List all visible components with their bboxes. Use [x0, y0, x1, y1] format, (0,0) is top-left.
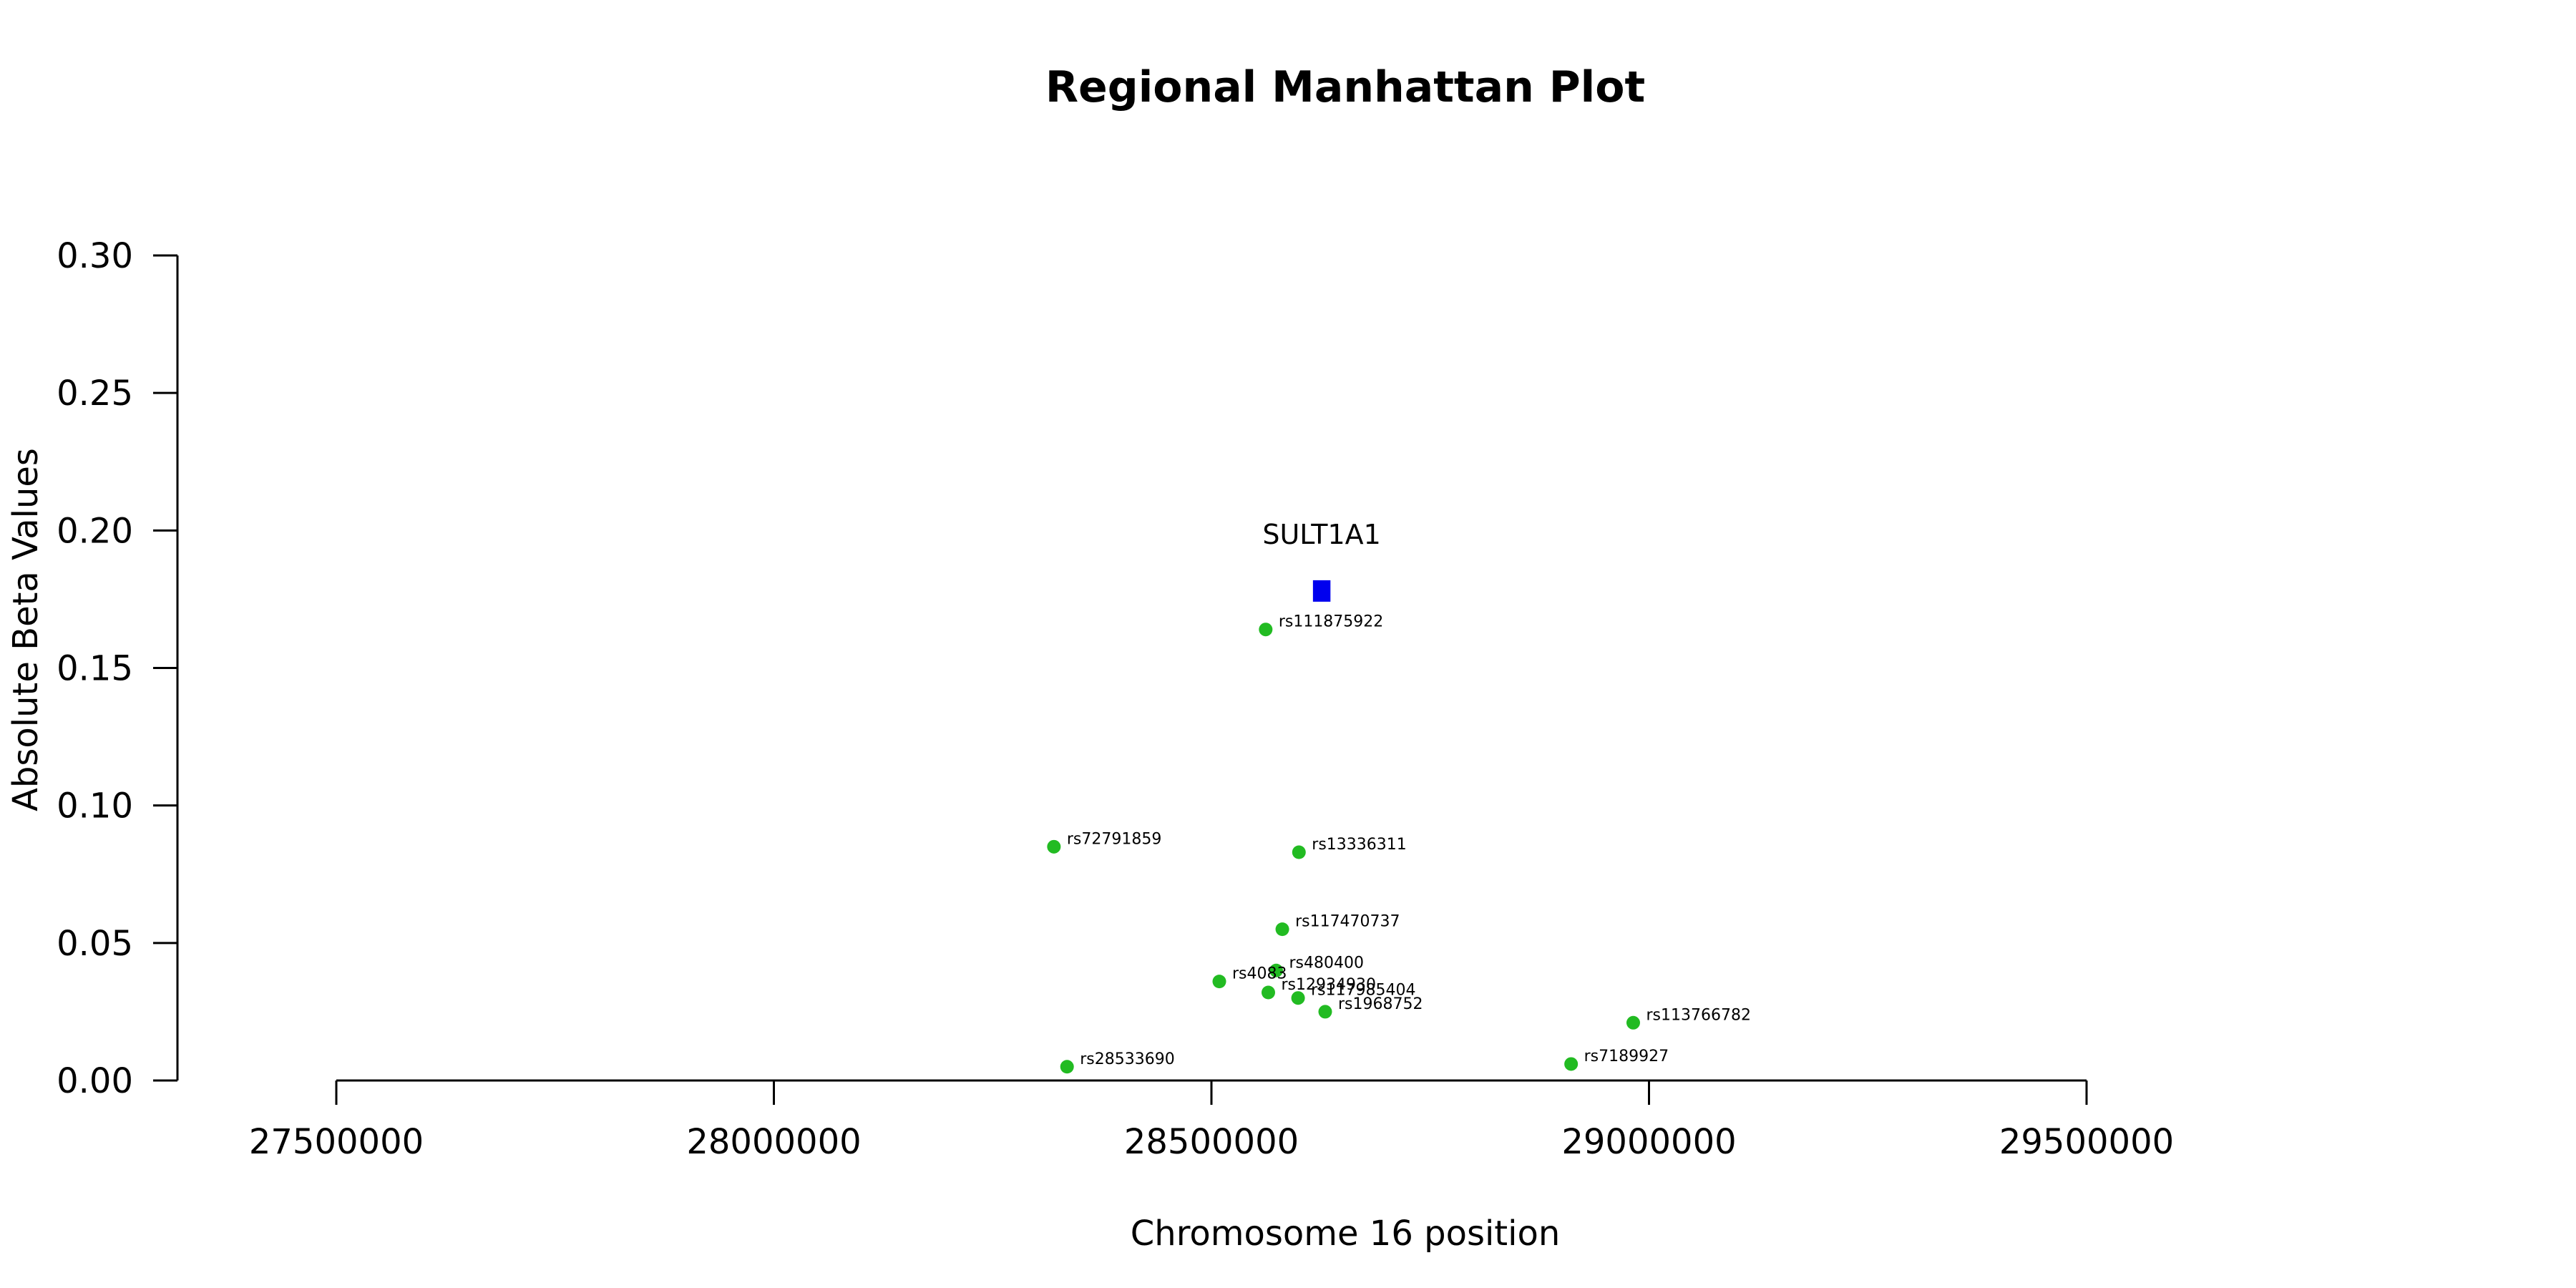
- snp-point: [1047, 839, 1061, 854]
- x-tick-label: 29000000: [1561, 1122, 1736, 1162]
- genes-layer: SULT1A1: [1262, 519, 1381, 602]
- x-axis-label: Chromosome 16 position: [1131, 1214, 1561, 1254]
- snp-point: [1292, 845, 1306, 859]
- snp-point: [1212, 975, 1226, 989]
- y-tick-label: 0.05: [57, 924, 133, 964]
- snp-label: rs4083: [1232, 965, 1287, 983]
- snp-point: [1261, 985, 1275, 1000]
- snp-point: [1269, 963, 1284, 977]
- snp-label: rs12934930: [1281, 976, 1375, 994]
- y-tick-label: 0.25: [57, 374, 133, 414]
- y-tick-label: 0.30: [57, 236, 133, 276]
- snp-label: rs113766782: [1646, 1006, 1750, 1024]
- snp-point: [1060, 1060, 1074, 1074]
- snp-label: rs13336311: [1312, 836, 1406, 854]
- snp-point: [1564, 1057, 1579, 1071]
- snp-label: rs28533690: [1080, 1050, 1174, 1068]
- snp-label: rs480400: [1289, 954, 1365, 972]
- x-axis: 27500000 28000000 28500000 29000000 29500000: [249, 1079, 2174, 1162]
- snp-label: rs111875922: [1279, 613, 1383, 631]
- snp-point: [1626, 1015, 1640, 1030]
- snp-label: rs7189927: [1584, 1048, 1669, 1065]
- x-tick-label: 27500000: [249, 1122, 424, 1162]
- snp-label: rs1968752: [1338, 995, 1423, 1013]
- x-tick-label: 28500000: [1124, 1122, 1299, 1162]
- snp-point: [1275, 922, 1289, 937]
- y-tick-label: 0.20: [57, 511, 133, 551]
- y-tick-label: 0.00: [57, 1061, 133, 1101]
- x-tick-label: 29500000: [1999, 1122, 2174, 1162]
- snp-label: rs72791859: [1067, 830, 1161, 848]
- snp-label: rs117470737: [1295, 913, 1400, 931]
- points-layer: rs111875922 rs72791859 rs13336311 rs1174707…: [1047, 613, 1751, 1074]
- y-axis-label: Absolute Beta Values: [6, 448, 46, 811]
- snp-label: rs117985404: [1311, 982, 1415, 1000]
- gene-label: SULT1A1: [1262, 519, 1380, 550]
- y-tick-label: 0.15: [57, 649, 133, 689]
- gene-marker: [1312, 580, 1331, 602]
- x-tick-label: 28000000: [686, 1122, 861, 1162]
- snp-point: [1259, 623, 1273, 637]
- y-axis: 0.00 0.05 0.10 0.15 0.20 0.25 0.30: [57, 236, 179, 1101]
- snp-point: [1291, 991, 1305, 1005]
- chart-title: Regional Manhattan Plot: [1045, 62, 1645, 112]
- y-tick-label: 0.10: [57, 786, 133, 826]
- snp-point: [1318, 1005, 1332, 1019]
